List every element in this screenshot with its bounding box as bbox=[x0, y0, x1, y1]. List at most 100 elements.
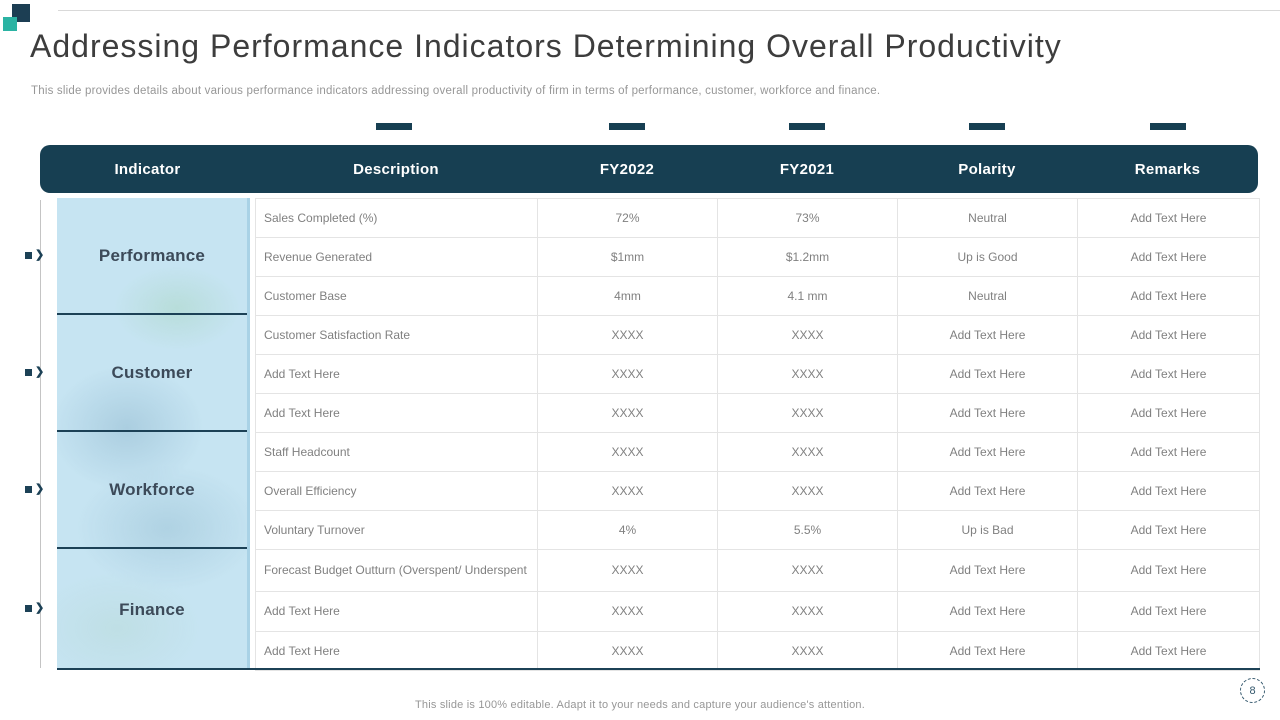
cell-remarks: Add Text Here bbox=[1077, 355, 1260, 393]
cell-remarks: Add Text Here bbox=[1077, 316, 1260, 354]
cell-description: Add Text Here bbox=[255, 632, 537, 670]
table-row: Sales Completed (%) 72% 73% Neutral Add Text… bbox=[255, 199, 1260, 238]
slide-subtitle: This slide provides details about variou… bbox=[31, 85, 881, 97]
column-tab-marker bbox=[1150, 123, 1186, 130]
indicator-group-customer: Customer bbox=[57, 315, 247, 432]
cell-remarks: Add Text Here bbox=[1077, 199, 1260, 237]
cell-remarks: Add Text Here bbox=[1077, 277, 1260, 315]
bullet-arrow-icon: ❯ bbox=[25, 483, 47, 496]
cell-fy2021: XXXX bbox=[717, 592, 897, 631]
cell-description: Sales Completed (%) bbox=[255, 199, 537, 237]
table-row: Add Text Here XXXX XXXX Add Text Here Add Te… bbox=[255, 394, 1260, 433]
cell-polarity: Neutral bbox=[897, 277, 1077, 315]
cell-description: Add Text Here bbox=[255, 592, 537, 631]
cell-fy2021: XXXX bbox=[717, 355, 897, 393]
indicator-group-column: Performance Customer Workforce Finance bbox=[57, 198, 250, 670]
footer-note: This slide is 100% editable. Adapt it to… bbox=[415, 699, 865, 711]
cell-fy2021: 4.1 mm bbox=[717, 277, 897, 315]
cell-fy2022: XXXX bbox=[537, 394, 717, 432]
group-label: Workforce bbox=[109, 479, 195, 499]
table-row: Overall Efficiency XXXX XXXX Add Text Here A… bbox=[255, 472, 1260, 511]
page-number-badge: 8 bbox=[1240, 678, 1265, 703]
cell-remarks: Add Text Here bbox=[1077, 394, 1260, 432]
cell-fy2022: XXXX bbox=[537, 355, 717, 393]
cell-polarity: Add Text Here bbox=[897, 632, 1077, 670]
cell-fy2021: $1.2mm bbox=[717, 238, 897, 276]
table-body: Sales Completed (%) 72% 73% Neutral Add Text… bbox=[255, 198, 1260, 671]
cell-fy2022: 4% bbox=[537, 511, 717, 549]
table-row: Add Text Here XXXX XXXX Add Text Here Add Te… bbox=[255, 592, 1260, 632]
cell-polarity: Add Text Here bbox=[897, 433, 1077, 471]
page-number: 8 bbox=[1249, 684, 1256, 697]
header-description: Description bbox=[353, 160, 439, 178]
indicator-group-workforce: Workforce bbox=[57, 432, 247, 549]
page-title: Addressing Performance Indicators Determ… bbox=[30, 28, 1062, 64]
cell-fy2022: XXXX bbox=[537, 550, 717, 591]
column-tab-marker bbox=[376, 123, 412, 130]
table-row: Voluntary Turnover 4% 5.5% Up is Bad Add Tex… bbox=[255, 511, 1260, 550]
cell-fy2021: XXXX bbox=[717, 433, 897, 471]
bullet-arrow-icon: ❯ bbox=[25, 249, 47, 262]
header-indicator: Indicator bbox=[114, 160, 181, 178]
table-row: Customer Satisfaction Rate XXXX XXXX Add Te… bbox=[255, 316, 1260, 355]
cell-polarity: Add Text Here bbox=[897, 316, 1077, 354]
cell-polarity: Add Text Here bbox=[897, 472, 1077, 510]
column-tab-marker bbox=[789, 123, 825, 130]
table-row: Staff Headcount XXXX XXXX Add Text Here Add … bbox=[255, 433, 1260, 472]
cell-fy2021: 5.5% bbox=[717, 511, 897, 549]
group-label: Customer bbox=[111, 362, 193, 382]
group-label: Finance bbox=[119, 599, 185, 619]
bullet-arrow-icon: ❯ bbox=[25, 366, 47, 379]
table-row: Add Text Here XXXX XXXX Add Text Here Add Te… bbox=[255, 355, 1260, 394]
cell-polarity: Add Text Here bbox=[897, 592, 1077, 631]
cell-fy2022: XXXX bbox=[537, 316, 717, 354]
top-divider-line bbox=[58, 10, 1280, 11]
cell-description: Add Text Here bbox=[255, 355, 537, 393]
table-header-row: Indicator Description FY2022 FY2021 Pola… bbox=[40, 145, 1258, 193]
cell-remarks: Add Text Here bbox=[1077, 238, 1260, 276]
cell-remarks: Add Text Here bbox=[1077, 632, 1260, 670]
header-fy2021: FY2021 bbox=[779, 160, 835, 178]
cell-polarity: Up is Bad bbox=[897, 511, 1077, 549]
logo-squares-icon bbox=[0, 0, 40, 40]
table-row: Forecast Budget Outturn (Overspent/ Unde… bbox=[255, 550, 1260, 592]
cell-description: Voluntary Turnover bbox=[255, 511, 537, 549]
cell-remarks: Add Text Here bbox=[1077, 550, 1260, 591]
header-remarks: Remarks bbox=[1134, 160, 1201, 178]
left-rail-line bbox=[40, 200, 41, 668]
cell-polarity: Neutral bbox=[897, 199, 1077, 237]
cell-fy2022: XXXX bbox=[537, 433, 717, 471]
cell-fy2021: XXXX bbox=[717, 632, 897, 670]
group-label: Performance bbox=[98, 245, 206, 265]
cell-fy2022: $1mm bbox=[537, 238, 717, 276]
cell-fy2022: XXXX bbox=[537, 632, 717, 670]
cell-description: Add Text Here bbox=[255, 394, 537, 432]
bullet-arrow-icon: ❯ bbox=[25, 602, 47, 615]
header-polarity: Polarity bbox=[958, 160, 1016, 178]
indicator-group-finance: Finance bbox=[57, 549, 247, 670]
cell-description: Forecast Budget Outturn (Overspent/ Unde… bbox=[255, 550, 537, 591]
cell-fy2022: XXXX bbox=[537, 592, 717, 631]
column-tab-marker bbox=[969, 123, 1005, 130]
cell-remarks: Add Text Here bbox=[1077, 433, 1260, 471]
cell-remarks: Add Text Here bbox=[1077, 511, 1260, 549]
table-row: Revenue Generated $1mm $1.2mm Up is Good Add… bbox=[255, 238, 1260, 277]
cell-description: Customer Base bbox=[255, 277, 537, 315]
cell-fy2022: 4mm bbox=[537, 277, 717, 315]
table-row: Customer Base 4mm 4.1 mm Neutral Add Text He… bbox=[255, 277, 1260, 316]
cell-fy2021: 73% bbox=[717, 199, 897, 237]
cell-description: Staff Headcount bbox=[255, 433, 537, 471]
table-row: Add Text Here XXXX XXXX Add Text Here Add Te… bbox=[255, 632, 1260, 671]
cell-description: Revenue Generated bbox=[255, 238, 537, 276]
cell-fy2021: XXXX bbox=[717, 394, 897, 432]
logo-teal-square bbox=[3, 17, 17, 31]
cell-fy2021: XXXX bbox=[717, 550, 897, 591]
cell-polarity: Add Text Here bbox=[897, 550, 1077, 591]
cell-description: Overall Efficiency bbox=[255, 472, 537, 510]
cell-remarks: Add Text Here bbox=[1077, 592, 1260, 631]
table-bottom-line bbox=[57, 668, 1260, 670]
cell-fy2022: XXXX bbox=[537, 472, 717, 510]
indicator-group-performance: Performance bbox=[57, 198, 247, 315]
cell-fy2021: XXXX bbox=[717, 472, 897, 510]
